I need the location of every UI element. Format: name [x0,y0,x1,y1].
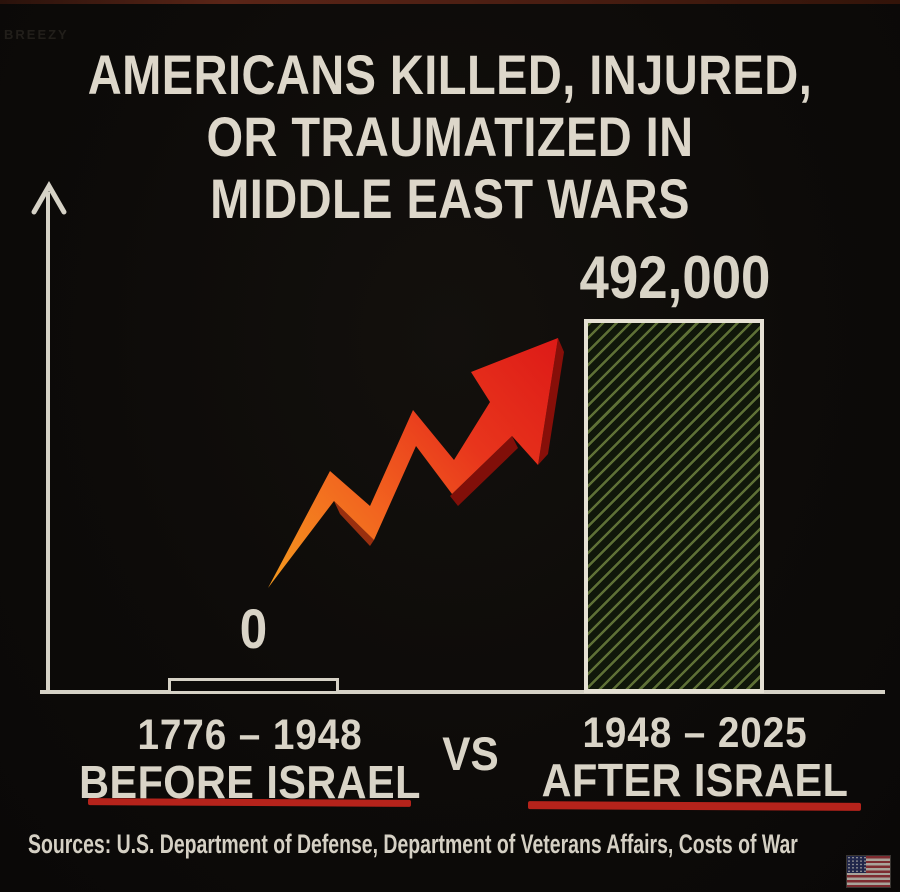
top-border-strip [0,0,900,4]
us-flag-canton [847,856,866,873]
data-label-before: 0 [239,597,268,660]
years-before: 1776 – 1948 [137,711,363,759]
y-axis-up-arrow-icon [31,180,67,215]
sources-text: Sources: U.S. Department of Defense, Dep… [28,829,798,859]
bar-after-israel [584,319,764,693]
caption-before: BEFORE ISRAEL [79,756,421,808]
zigzag-up-right-arrow-icon [268,338,564,588]
after-israel-red-underline [527,801,862,811]
caption-after: AFTER ISRAEL [541,754,849,806]
vs-label: VS [442,727,499,780]
x-axis-line [40,690,885,694]
chart-title-line1: AMERICANS KILLED, INJURED, [87,43,813,106]
y-axis-line [46,192,50,692]
watermark-text: BREEZY [4,27,69,42]
chart-title: AMERICANS KILLED, INJURED, OR TRAUMATIZE… [72,44,828,230]
category-before-israel: 1776 – 1948 BEFORE ISRAEL [75,712,426,806]
data-label-after: 492,000 [579,244,771,311]
chart-title-line3: MIDDLE EAST WARS [210,167,690,230]
years-after: 1948 – 2025 [582,709,808,757]
us-flag-icon [847,856,890,887]
category-after-israel: 1948 – 2025 AFTER ISRAEL [524,710,866,804]
chart-title-line2: OR TRAUMATIZED IN [206,105,694,168]
bar-before-israel [168,678,339,694]
